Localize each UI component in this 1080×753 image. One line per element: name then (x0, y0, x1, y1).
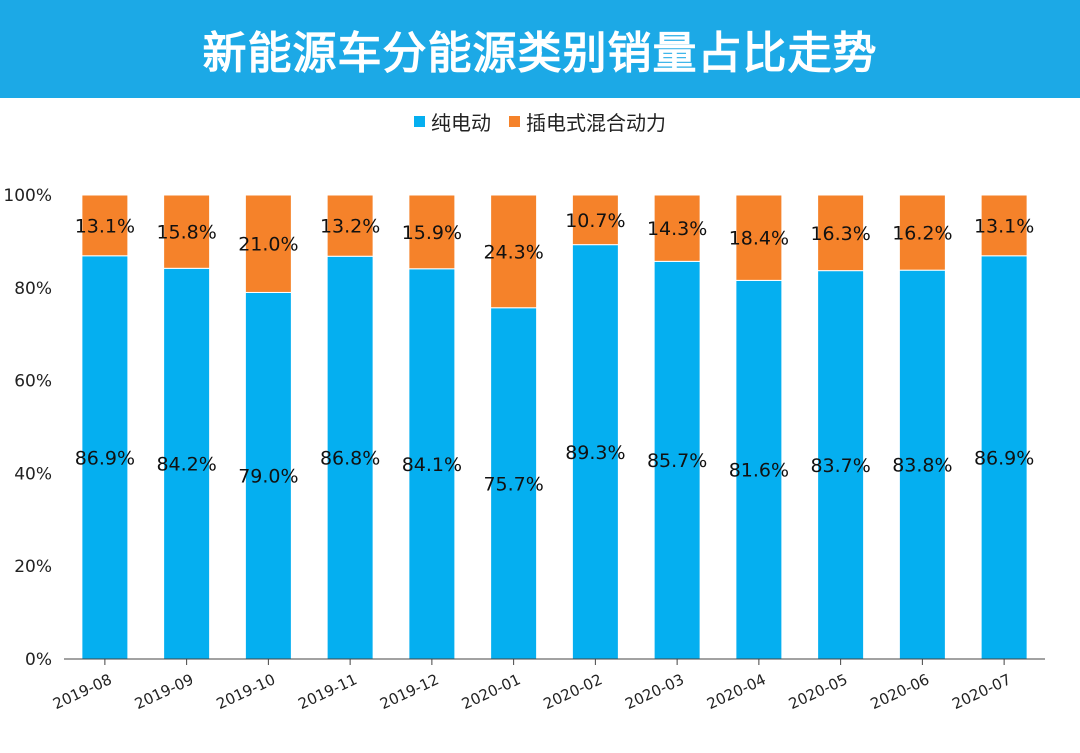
bar-phev (244, 194, 292, 293)
bar-phev (817, 194, 865, 272)
data-label-bev: 86.8% (320, 448, 380, 470)
legend-label-bev: 纯电动 (431, 110, 491, 135)
y-tick-label: 20% (14, 557, 52, 577)
data-label-phev: 21.0% (238, 234, 298, 256)
legend-label-phev: 插电式混合动力 (526, 110, 666, 135)
legend-swatch-phev (509, 115, 520, 127)
y-tick-label: 100% (3, 186, 52, 206)
bar-phev (735, 194, 783, 281)
data-label-bev: 75.7% (483, 473, 543, 495)
y-tick-label: 60% (14, 372, 52, 392)
x-tick-label: 2020-02 (541, 670, 605, 713)
data-label-phev: 24.3% (483, 241, 543, 263)
x-tick-label: 2019-09 (132, 670, 196, 713)
y-tick-label: 40% (14, 464, 52, 484)
data-label-phev: 18.4% (729, 228, 789, 250)
bar-bev (653, 260, 701, 660)
bar-phev (490, 194, 538, 309)
x-tick-label: 2020-05 (786, 670, 850, 713)
legend: 纯电动 插电式混合动力 (0, 106, 1080, 136)
data-label-bev: 89.3% (565, 442, 625, 464)
bar-phev (898, 194, 946, 271)
data-label-bev: 81.6% (729, 460, 789, 482)
bar-bev (244, 291, 292, 660)
y-tick-label: 80% (14, 279, 52, 299)
x-tick-label: 2019-08 (50, 670, 114, 713)
bar-phev (326, 194, 374, 257)
data-label-phev: 13.2% (320, 216, 380, 238)
x-tick-label: 2020-01 (459, 670, 523, 713)
x-tick-label: 2020-04 (704, 670, 768, 713)
data-label-bev: 83.8% (892, 455, 952, 477)
data-label-phev: 10.7% (565, 210, 625, 232)
bar-bev (735, 279, 783, 660)
x-tick-label: 2019-11 (295, 670, 359, 713)
data-label-bev: 86.9% (75, 447, 135, 469)
x-tick-label: 2019-12 (377, 670, 441, 713)
bar-phev (653, 194, 701, 262)
x-tick-label: 2020-07 (949, 670, 1013, 713)
bar-phev (408, 194, 456, 270)
chart-title: 新能源车分能源类别销量占比走势 (202, 28, 878, 79)
x-tick-label: 2020-03 (622, 670, 686, 713)
bar-bev (408, 268, 456, 660)
data-label-bev: 84.1% (402, 454, 462, 476)
data-label-bev: 79.0% (238, 466, 298, 488)
bar-phev (980, 194, 1028, 257)
bar-bev (163, 267, 211, 660)
bar-bev (81, 255, 129, 660)
title-bar: 新能源车分能源类别销量占比走势 (0, 0, 1080, 98)
data-label-phev: 13.1% (75, 215, 135, 237)
data-label-bev: 85.7% (647, 450, 707, 472)
y-tick-label: 0% (25, 650, 52, 670)
bar-bev (571, 244, 619, 660)
data-label-phev: 15.8% (156, 222, 216, 244)
data-label-bev: 84.2% (156, 454, 216, 476)
legend-swatch-bev (414, 115, 425, 127)
data-label-phev: 16.3% (810, 223, 870, 245)
x-tick-label: 2019-10 (214, 670, 278, 713)
bar-phev (81, 194, 129, 257)
bar-bev (980, 255, 1028, 660)
bar-bev (326, 255, 374, 660)
data-label-phev: 14.3% (647, 218, 707, 240)
x-tick-label: 2020-06 (868, 670, 932, 713)
bar-phev (163, 194, 211, 269)
data-label-phev: 16.2% (892, 223, 952, 245)
bar-phev (571, 194, 619, 246)
data-label-phev: 15.9% (402, 222, 462, 244)
data-label-bev: 86.9% (974, 447, 1034, 469)
data-label-bev: 83.7% (810, 455, 870, 477)
data-label-phev: 13.1% (974, 215, 1034, 237)
legend-item-bev: 纯电动 (414, 107, 491, 136)
legend-item-phev: 插电式混合动力 (509, 107, 666, 136)
